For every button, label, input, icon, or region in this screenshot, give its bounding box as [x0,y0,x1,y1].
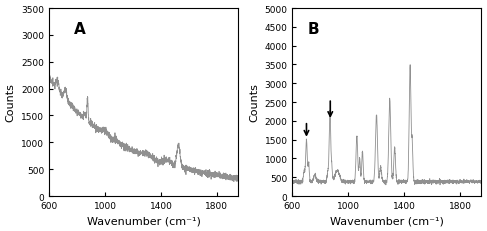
Y-axis label: Counts: Counts [5,83,16,122]
X-axis label: Wavenumber (cm⁻¹): Wavenumber (cm⁻¹) [330,216,444,225]
Text: B: B [308,22,319,37]
Text: A: A [74,22,85,37]
X-axis label: Wavenumber (cm⁻¹): Wavenumber (cm⁻¹) [87,216,200,225]
Y-axis label: Counts: Counts [249,83,259,122]
